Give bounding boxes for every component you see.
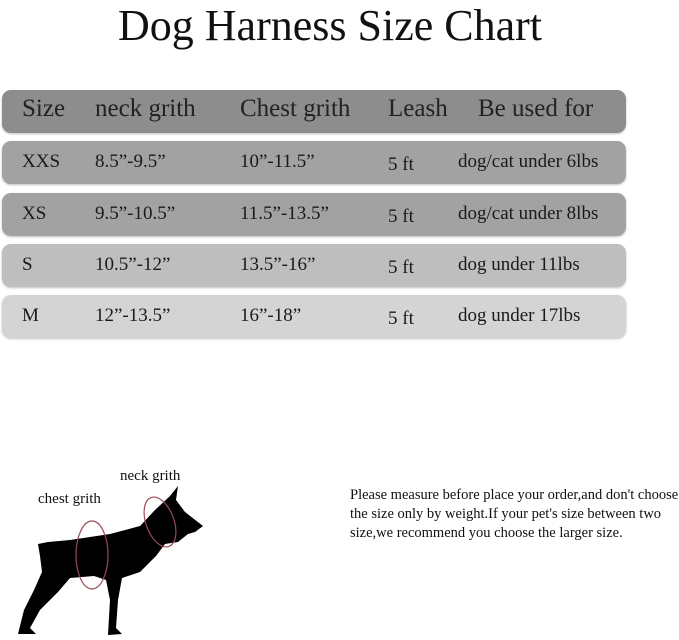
table-cell: 5 ft bbox=[388, 154, 414, 175]
table-cell: 9.5”-10.5” bbox=[95, 203, 176, 224]
table-row: XS 9.5”-10.5” 11.5”-13.5” 5 ft dog/cat under… bbox=[2, 193, 626, 236]
header-cell: Chest grith bbox=[240, 95, 351, 122]
table-row: S 10.5”-12” 13.5”-16” 5 ft dog under 11lbs bbox=[2, 244, 626, 287]
table-cell: 5 ft bbox=[388, 308, 414, 329]
header-cell: Be used for bbox=[478, 95, 594, 122]
dog-silhouette bbox=[18, 486, 203, 635]
table-header: Size neck grith Chest grith Leash Be use… bbox=[2, 90, 626, 133]
table-cell: S bbox=[22, 254, 33, 275]
neck-ring bbox=[143, 496, 177, 548]
page-title: Dog Harness Size Chart bbox=[117, 1, 542, 50]
table-cell: 10.5”-12” bbox=[95, 254, 171, 275]
table-row: XXS 8.5”-9.5” 10”-11.5” 5 ft dog/cat under 6… bbox=[2, 141, 626, 184]
header-cell: Leash bbox=[388, 95, 448, 122]
header-cell: Size bbox=[22, 95, 66, 122]
table-cell: 12”-13.5” bbox=[95, 305, 171, 326]
table-cell: XXS bbox=[22, 151, 61, 172]
chest-girth-label: chest grith bbox=[38, 491, 101, 507]
table-cell: dog/cat under 8lbs bbox=[458, 203, 599, 224]
table-row: M 12”-13.5” 16”-18” 5 ft dog under 17lbs bbox=[2, 295, 626, 338]
table-cell: 10”-11.5” bbox=[240, 151, 315, 172]
table-cell: XS bbox=[22, 203, 47, 224]
neck-girth-label: neck grith bbox=[120, 468, 181, 484]
table-cell: dog under 11lbs bbox=[458, 254, 580, 275]
table-cell: 5 ft bbox=[388, 206, 414, 227]
table-cell: 16”-18” bbox=[240, 305, 302, 326]
measurement-note: Please measure before place your order,a… bbox=[350, 487, 679, 541]
chest-ring bbox=[75, 520, 109, 590]
table-cell: dog/cat under 6lbs bbox=[458, 151, 599, 172]
table-cell: 13.5”-16” bbox=[240, 254, 316, 275]
table-cell: 8.5”-9.5” bbox=[95, 151, 166, 172]
table-cell: 11.5”-13.5” bbox=[240, 203, 329, 224]
header-cell: neck grith bbox=[95, 95, 196, 122]
table-cell: dog under 17lbs bbox=[458, 305, 581, 326]
table-cell: 5 ft bbox=[388, 257, 414, 278]
table-cell: M bbox=[22, 305, 39, 326]
